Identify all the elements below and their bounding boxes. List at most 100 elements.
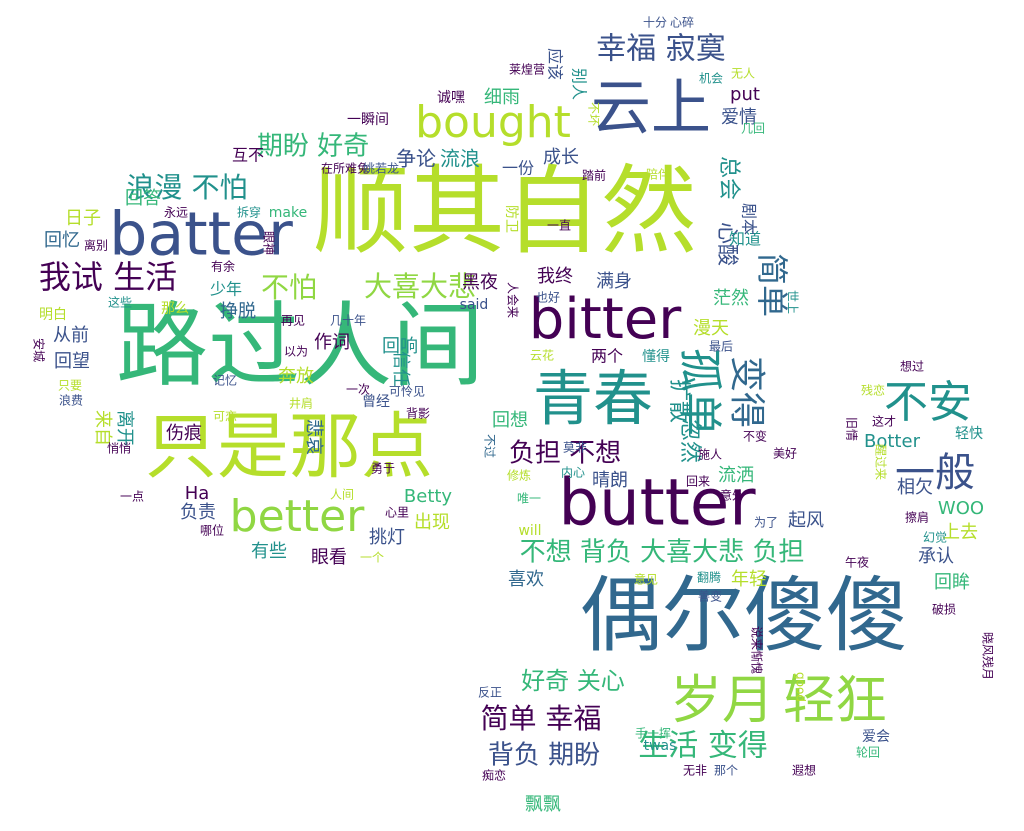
cloud-word: 残恋 bbox=[861, 383, 885, 398]
cloud-word: 总会 bbox=[716, 156, 741, 200]
cloud-word: 挣脱 bbox=[220, 301, 256, 322]
cloud-word: 姚若龙 bbox=[363, 162, 399, 176]
cloud-word: 轻狂 bbox=[783, 671, 887, 731]
cloud-word: 一次 bbox=[346, 383, 370, 397]
cloud-word: 流洒 bbox=[718, 465, 754, 486]
cloud-word: 回答 bbox=[125, 188, 161, 209]
cloud-word: 机会 bbox=[699, 72, 723, 86]
cloud-word: 世上 bbox=[786, 290, 800, 314]
cloud-word: 踏前 bbox=[582, 168, 606, 183]
cloud-word: Ha bbox=[185, 483, 210, 504]
cloud-word: 上去 bbox=[942, 522, 978, 543]
cloud-word: 眼看 bbox=[311, 547, 347, 568]
cloud-word: 云上 bbox=[591, 74, 711, 144]
cloud-word: butter bbox=[558, 467, 756, 541]
cloud-word: 扩散 bbox=[666, 379, 691, 423]
cloud-word: 勇于 bbox=[371, 462, 395, 476]
cloud-word: 漫天 bbox=[693, 318, 729, 339]
cloud-word: 十分 bbox=[643, 16, 667, 30]
cloud-word: put bbox=[730, 84, 760, 105]
cloud-word: 哪位 bbox=[200, 523, 224, 538]
cloud-word: 那个 bbox=[714, 764, 738, 778]
cloud-word: said bbox=[460, 297, 489, 313]
cloud-word: 内心 bbox=[561, 466, 585, 480]
cloud-word: WOO bbox=[938, 498, 984, 519]
cloud-word: good bbox=[794, 672, 808, 702]
cloud-word: 相欠 bbox=[897, 477, 933, 498]
cloud-word: 背负 期盼 bbox=[488, 741, 600, 771]
cloud-word: 岁月 bbox=[670, 671, 774, 731]
cloud-word: 只要 bbox=[58, 379, 82, 393]
cloud-word: 修炼 bbox=[507, 468, 531, 483]
cloud-word: 擦肩 bbox=[905, 510, 929, 525]
cloud-word: 醒过来 bbox=[874, 444, 888, 480]
cloud-word: 一瞬间 bbox=[347, 112, 389, 128]
cloud-word: 不变 bbox=[743, 429, 767, 444]
cloud-word: 两个 bbox=[591, 347, 623, 366]
cloud-word: 回望 bbox=[54, 351, 90, 372]
cloud-word: 幻觉 bbox=[923, 531, 947, 545]
cloud-word: 期盼 好奇 bbox=[257, 132, 369, 162]
cloud-word: 背影 bbox=[406, 407, 430, 421]
cloud-word: Betty bbox=[404, 486, 453, 507]
cloud-word: 互不 bbox=[232, 146, 264, 165]
cloud-word: 生活 变得 bbox=[638, 729, 768, 764]
cloud-word: 再见 bbox=[281, 314, 305, 328]
cloud-word: 不坏 bbox=[587, 102, 601, 126]
cloud-word: 手一挥 bbox=[635, 727, 671, 741]
cloud-word: 破损 bbox=[932, 602, 956, 617]
cloud-word: 茫然 bbox=[713, 288, 749, 309]
cloud-word: 这才 bbox=[872, 414, 896, 429]
cloud-word: 来自 bbox=[92, 410, 113, 446]
cloud-word: 明白 bbox=[39, 307, 67, 323]
cloud-word: 也好 bbox=[536, 291, 560, 305]
cloud-word: 争论 bbox=[396, 147, 436, 171]
cloud-word: 不过 bbox=[483, 434, 497, 458]
cloud-word: 反正 bbox=[478, 686, 502, 700]
cloud-word: 轻快 bbox=[955, 426, 983, 442]
cloud-word: 云花 bbox=[530, 348, 554, 363]
cloud-word: 遐想 bbox=[792, 763, 816, 778]
cloud-word: will bbox=[518, 523, 541, 539]
cloud-word: 满身 bbox=[596, 271, 632, 292]
cloud-word: 路过人间 bbox=[116, 292, 484, 399]
cloud-word: 细雨 bbox=[484, 87, 520, 108]
cloud-word: 奔放 bbox=[278, 366, 314, 387]
cloud-word: 简单 bbox=[753, 253, 791, 317]
cloud-word: 忽然 bbox=[677, 419, 702, 463]
cloud-word: 流浪 bbox=[440, 147, 480, 171]
cloud-word: 离别 bbox=[84, 238, 108, 253]
cloud-word: 出现 bbox=[414, 512, 450, 533]
cloud-word: 心酸 bbox=[714, 222, 739, 266]
cloud-word: 负担 不想 bbox=[509, 439, 621, 469]
cloud-word: 晓风残月 bbox=[981, 632, 995, 680]
cloud-word: 喜欢 bbox=[508, 569, 544, 590]
cloud-word: 别人 bbox=[570, 68, 589, 100]
cloud-word: 善变 bbox=[698, 589, 722, 604]
cloud-word: 悲哀 bbox=[303, 419, 324, 455]
cloud-word: 意见 bbox=[634, 572, 658, 587]
cloud-word: batter bbox=[109, 200, 293, 270]
cloud-word: 一直 bbox=[547, 219, 571, 233]
cloud-word: 大喜大悲 bbox=[364, 270, 476, 303]
cloud-word: 轮回 bbox=[856, 746, 880, 760]
cloud-word: 无非 bbox=[683, 764, 707, 778]
cloud-word: 我试 生活 bbox=[39, 258, 177, 296]
cloud-word: 从前 bbox=[53, 325, 89, 346]
cloud-word: 旧情 bbox=[845, 417, 859, 441]
cloud-word: 一点 bbox=[120, 490, 144, 504]
cloud-word: 莫非 bbox=[563, 441, 587, 455]
cloud-word: 防卫 bbox=[503, 205, 519, 233]
cloud-word: 午夜 bbox=[845, 555, 869, 570]
cloud-word: 人间 bbox=[330, 488, 354, 502]
cloud-word: bought bbox=[415, 97, 571, 148]
cloud-word: make bbox=[269, 205, 307, 221]
cloud-word: 浪漫 不怕 bbox=[127, 171, 248, 204]
cloud-word: 信任 bbox=[390, 351, 411, 387]
cloud-word: Botter bbox=[864, 431, 921, 452]
cloud-word: 想过 bbox=[900, 359, 924, 374]
cloud-word: 有余 bbox=[211, 259, 235, 274]
cloud-word: 在所难免 bbox=[321, 161, 369, 176]
